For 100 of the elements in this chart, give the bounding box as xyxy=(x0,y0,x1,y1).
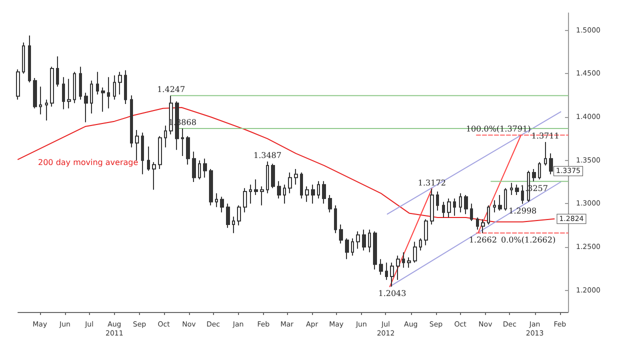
candlestick xyxy=(476,217,479,230)
candlestick xyxy=(152,162,156,190)
candlestick xyxy=(362,229,366,251)
candlestick xyxy=(442,201,445,218)
candlestick xyxy=(532,168,536,182)
candlestick xyxy=(260,186,264,206)
candlestick xyxy=(226,203,230,228)
candlestick xyxy=(544,142,547,166)
candlestick xyxy=(379,258,383,276)
candlestick xyxy=(311,184,315,204)
candlestick xyxy=(249,184,252,204)
candlestick xyxy=(345,238,349,260)
candlestick xyxy=(62,76,65,110)
candlestick xyxy=(107,76,110,109)
candlestick xyxy=(504,188,507,212)
candlestick xyxy=(283,184,286,204)
candlestick xyxy=(28,35,31,83)
candlestick xyxy=(124,70,127,104)
candlestick xyxy=(288,172,292,194)
candlestick xyxy=(549,152,553,175)
annotation: 1.3487 xyxy=(253,150,282,160)
candlestick xyxy=(339,224,343,244)
candlestick xyxy=(470,203,473,222)
candlestick xyxy=(271,163,275,189)
candlestick xyxy=(373,230,377,270)
candlestick xyxy=(84,92,88,123)
candlestick xyxy=(215,192,218,208)
candlestick xyxy=(237,204,241,226)
candlestick xyxy=(464,194,468,215)
candlestick xyxy=(232,216,235,234)
candlestick xyxy=(328,194,332,213)
candlestick xyxy=(317,180,320,199)
candlestick xyxy=(67,78,71,109)
candlestick xyxy=(305,186,309,202)
candlestick xyxy=(192,151,196,182)
candlestick xyxy=(368,229,371,253)
candlestick xyxy=(538,162,541,180)
candlestick xyxy=(209,168,213,206)
candlestick xyxy=(334,204,337,234)
candlestick xyxy=(113,74,116,100)
candlestick xyxy=(147,146,150,172)
candlestick xyxy=(50,66,54,108)
candlestick xyxy=(79,66,82,100)
candlestick xyxy=(101,87,105,112)
candlestick xyxy=(300,172,303,199)
candlestick xyxy=(481,218,485,234)
candlestick xyxy=(158,136,162,170)
candlestick xyxy=(56,56,59,88)
candlestick xyxy=(22,42,25,74)
annotation: 1.2043 xyxy=(378,289,406,298)
candlestick xyxy=(186,136,190,166)
candlestick xyxy=(447,198,451,218)
candlestick xyxy=(424,218,428,246)
candlestick xyxy=(33,78,37,109)
candlestick xyxy=(39,86,42,115)
annotation: 100.0%(1.3791) xyxy=(466,124,531,134)
candlestick xyxy=(453,198,456,216)
candlestick xyxy=(16,68,20,100)
candlestick xyxy=(243,188,247,213)
series-label: 200 day moving average xyxy=(38,158,138,167)
annotation: 1.2998 xyxy=(508,206,537,216)
candlestick xyxy=(254,178,258,196)
candlestick xyxy=(430,188,434,225)
candlestick xyxy=(351,238,354,256)
candlestick xyxy=(118,71,122,95)
candlestick xyxy=(203,158,207,178)
candlestick xyxy=(294,168,298,186)
candlestick xyxy=(356,230,360,250)
candlestick xyxy=(277,180,281,199)
candlestick xyxy=(96,71,99,95)
candlestick xyxy=(130,94,133,148)
annotation: 1.4247 xyxy=(157,85,186,94)
candlestick xyxy=(322,180,326,204)
candlestick xyxy=(73,71,76,104)
candlestick xyxy=(181,128,184,156)
candlestick xyxy=(402,252,405,268)
annotation: 1.3172 xyxy=(418,178,446,188)
candlestick xyxy=(515,184,519,196)
annotation: 1.2662 xyxy=(468,235,497,244)
candlestick xyxy=(45,99,48,121)
candlestick xyxy=(498,194,502,212)
candlestick xyxy=(396,255,400,280)
candlestick xyxy=(493,200,496,213)
annotation: 0.0%(1.2662) xyxy=(501,235,556,244)
candlestick xyxy=(90,80,93,114)
candlestick xyxy=(135,130,139,161)
candlestick xyxy=(413,241,417,264)
candlestick xyxy=(407,256,411,268)
candlestick xyxy=(164,125,167,148)
candlestick xyxy=(419,238,422,251)
candlestick xyxy=(459,192,462,213)
candlestick xyxy=(436,191,439,212)
candlestick xyxy=(390,262,394,288)
candlestick xyxy=(487,204,490,225)
candlestick xyxy=(198,160,201,180)
candlestick xyxy=(266,160,269,194)
candlestick xyxy=(510,182,513,196)
candlestick xyxy=(220,196,224,213)
candlestick xyxy=(141,132,144,175)
candlestick xyxy=(385,262,388,280)
